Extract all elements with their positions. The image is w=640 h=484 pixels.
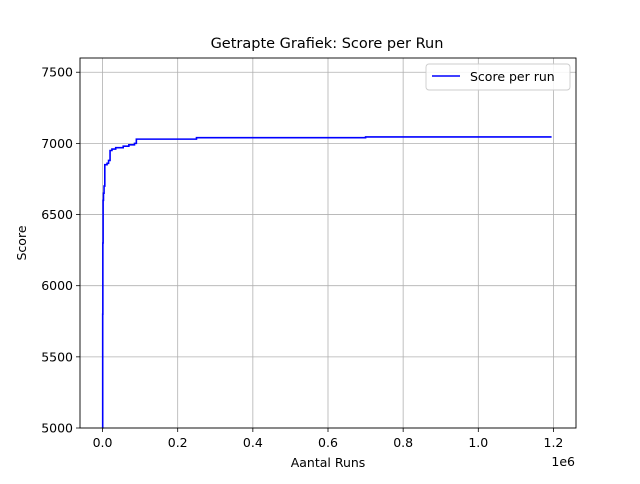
legend: Score per run [425,63,571,91]
x-tick-label: 0.6 [318,435,338,450]
y-tick-label: 7500 [41,65,73,80]
x-tick-label: 0.8 [393,435,413,450]
y-tick-label: 6500 [41,207,73,222]
y-axis-ticks: 5000 5500 6000 6500 7000 7500 [41,65,80,436]
x-axis-ticks: 0.0 0.2 0.4 0.6 0.8 1.0 1.2 [93,428,564,450]
x-tick-label: 1.2 [544,435,564,450]
x-axis-offset-text: 1e6 [551,454,575,469]
chart-title: Getrapte Grafiek: Score per Run [211,36,444,52]
series-layer [101,136,552,429]
y-axis-label: Score [14,225,29,260]
series-line [101,136,552,429]
x-tick-label: 0.2 [168,435,188,450]
y-tick-label: 7000 [41,136,73,151]
x-tick-label: 1.0 [468,435,488,450]
x-tick-label: 0.0 [93,435,113,450]
y-tick-label: 5500 [41,349,73,364]
legend-label: Score per run [470,69,555,84]
x-tick-label: 0.4 [243,435,263,450]
y-tick-label: 6000 [41,278,73,293]
x-axis-label: Aantal Runs [291,455,366,470]
legend-box [425,63,571,91]
y-tick-label: 5000 [41,421,73,436]
